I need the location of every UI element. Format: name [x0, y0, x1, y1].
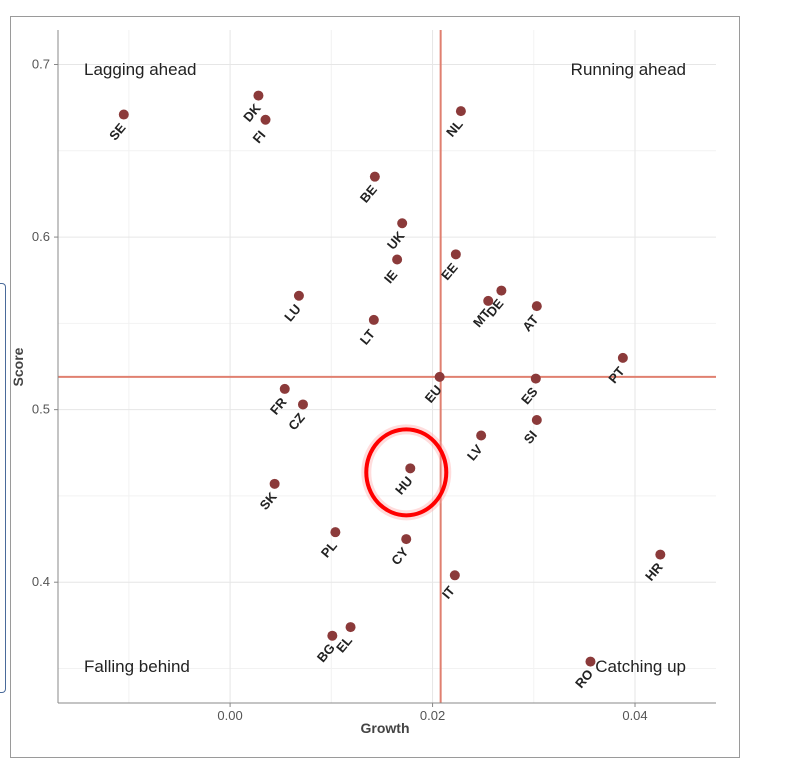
- data-point-pl: [330, 527, 341, 538]
- data-point-dk: [253, 90, 264, 101]
- quadrant-label-bottom-left: Falling behind: [84, 657, 190, 676]
- data-point-sk: [269, 478, 280, 489]
- data-point-it: [449, 570, 460, 581]
- quadrant-labels: Lagging ahead Running ahead Falling behi…: [84, 60, 686, 676]
- point-label-lv: LV: [464, 442, 486, 464]
- point-label-cy: CY: [388, 544, 411, 568]
- data-point-uk: [397, 218, 408, 229]
- data-point-bg: [327, 630, 338, 641]
- data-point-se: [118, 109, 129, 120]
- point-label-pt: PT: [605, 364, 627, 386]
- data-point-be: [369, 171, 380, 182]
- point-label-lu: LU: [281, 301, 304, 324]
- data-point-at: [531, 301, 542, 312]
- data-point-ee: [450, 249, 461, 260]
- data-point-lu: [293, 290, 304, 301]
- y-tick-label: 0.6: [32, 229, 50, 244]
- axes: 0.00 0.02 0.04 0.4 0.5 0.6 0.7: [32, 30, 716, 723]
- data-point-fi: [260, 114, 271, 125]
- point-label-fi: FI: [250, 128, 269, 146]
- point-label-cz: CZ: [285, 410, 308, 433]
- point-label-pl: PL: [318, 538, 340, 560]
- chart-frame: [10, 16, 740, 758]
- data-point-eu: [434, 371, 445, 382]
- point-label-lt: LT: [357, 326, 378, 347]
- data-point-mt: [483, 295, 494, 306]
- data-point-es: [530, 373, 541, 384]
- quadrant-label-top-left: Lagging ahead: [84, 60, 197, 79]
- data-point-si: [531, 414, 542, 425]
- point-label-si: SI: [521, 428, 540, 447]
- data-points: [118, 90, 666, 667]
- data-point-lt: [368, 314, 379, 325]
- point-label-it: IT: [439, 583, 458, 602]
- y-tick-label: 0.5: [32, 402, 50, 417]
- point-label-fr: FR: [267, 394, 290, 417]
- data-point-de: [496, 285, 507, 296]
- highlight: [361, 424, 452, 521]
- data-point-ro: [585, 656, 596, 667]
- point-label-at: AT: [519, 312, 541, 334]
- point-label-nl: NL: [443, 117, 466, 140]
- point-label-se: SE: [106, 120, 129, 143]
- data-point-pt: [617, 352, 628, 363]
- reference-lines: [58, 30, 716, 703]
- data-point-cz: [297, 399, 308, 410]
- data-point-nl: [455, 106, 466, 117]
- point-label-sk: SK: [257, 489, 280, 513]
- point-label-be: BE: [357, 182, 380, 206]
- data-point-lv: [476, 430, 487, 441]
- x-tick-label: 0.02: [420, 708, 445, 723]
- point-label-ie: IE: [381, 267, 401, 286]
- point-label-ro: RO: [572, 666, 596, 691]
- data-point-fr: [279, 383, 290, 394]
- point-label-hr: HR: [642, 559, 666, 583]
- point-label-hu: HU: [392, 473, 416, 497]
- quadrant-label-top-right: Running ahead: [571, 60, 686, 79]
- grid: [58, 30, 716, 703]
- quadrant-label-bottom-right: Catching up: [595, 657, 686, 676]
- x-tick-label: 0.00: [217, 708, 242, 723]
- x-axis-title: Growth: [361, 720, 410, 736]
- x-tick-label: 0.04: [622, 708, 647, 723]
- y-tick-label: 0.7: [32, 57, 50, 72]
- side-panel-edge: [0, 283, 6, 693]
- y-axis-title: Score: [10, 347, 26, 386]
- highlight-circle: [364, 427, 449, 518]
- data-point-el: [345, 622, 356, 633]
- data-point-hr: [655, 549, 666, 560]
- point-label-dk: DK: [240, 100, 264, 124]
- data-point-hu: [405, 463, 416, 474]
- point-label-uk: UK: [384, 228, 408, 252]
- point-label-es: ES: [518, 384, 541, 407]
- data-point-cy: [401, 534, 412, 545]
- y-tick-label: 0.4: [32, 574, 50, 589]
- data-point-ie: [392, 254, 403, 265]
